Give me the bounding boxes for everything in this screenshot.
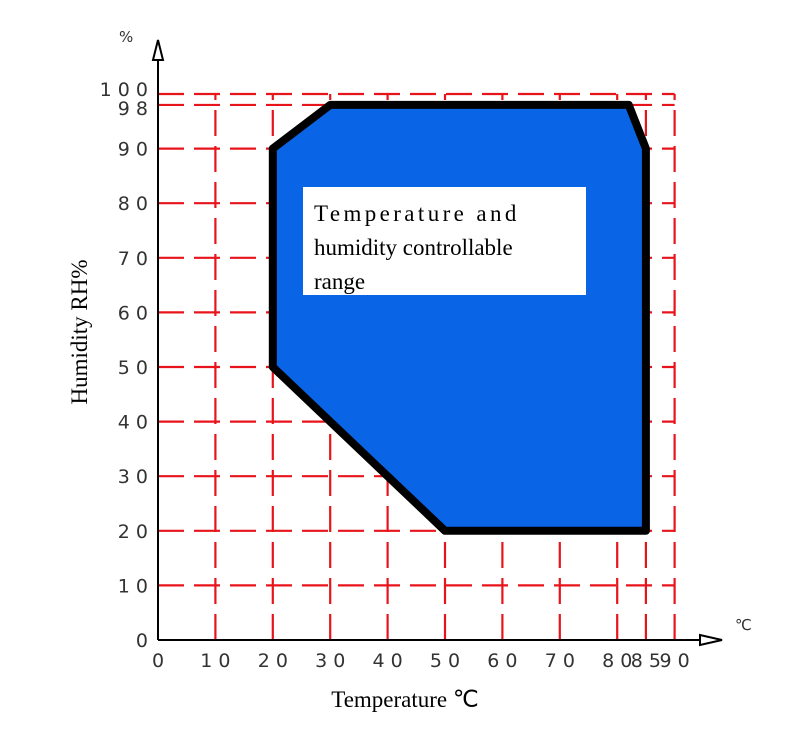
x-tick-label: 2 0	[258, 650, 288, 672]
y-tick-label: 1 0 0	[100, 79, 148, 101]
y-tick-label: 6 0	[118, 302, 148, 324]
y-tick-label: 1 0	[118, 575, 148, 597]
x-axis-arrow	[699, 633, 723, 647]
region-label-line-2: humidity controllable	[314, 235, 513, 260]
region-label-line-3: range	[314, 269, 366, 294]
y-tick-label: 9 0	[118, 139, 148, 161]
x-tick-label: 6 0	[487, 650, 517, 672]
x-tick-label: 9 0	[659, 650, 689, 672]
y-tick-label: 3 0	[118, 466, 148, 488]
tick-labels: 0 1 0 2 0 3 0 4 0 5 0 6 0 7 0 8 0 9 0 9 81 0 0 0 1 0…	[100, 79, 690, 672]
y-tick-label: 7 0	[118, 248, 148, 270]
x-axis-title: Temperature ℃	[331, 687, 478, 712]
x-tick-label: 5 0	[430, 650, 460, 672]
x-tick-label: 8 0	[602, 650, 632, 672]
x-tick-label: 3 0	[315, 650, 345, 672]
axes	[151, 39, 723, 647]
y-tick-label: 5 0	[118, 357, 148, 379]
region-label-line-1: Temperature and	[314, 201, 520, 226]
x-tick-label: 7 0	[545, 650, 575, 672]
y-tick-label: 0	[136, 630, 148, 652]
y-tick-label: 8 0	[118, 193, 148, 215]
x-unit-label: ℃	[735, 616, 752, 634]
x-tick-label: 0	[152, 650, 164, 672]
y-unit-label: %	[119, 28, 133, 46]
x-tick-label: 8 5	[631, 650, 661, 672]
y-axis-title: Humidity RH%	[67, 259, 92, 404]
y-tick-label: 9 8	[118, 98, 148, 120]
y-tick-label: 2 0	[118, 521, 148, 543]
x-tick-label: 4 0	[372, 650, 402, 672]
controllable-range-region	[268, 100, 650, 535]
x-tick-label: 1 0	[200, 650, 230, 672]
y-axis-arrow	[151, 39, 165, 61]
region-label: Temperature and humidity controllable ra…	[303, 187, 586, 295]
y-tick-label: 4 0	[118, 412, 148, 434]
